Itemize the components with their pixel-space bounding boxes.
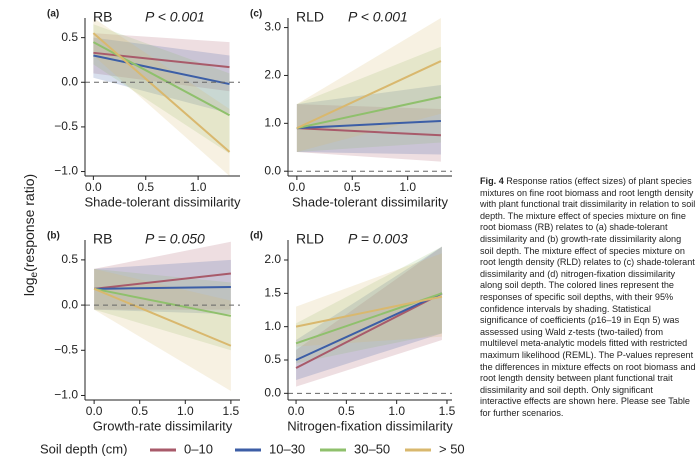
x-tick-label: 1.0 (190, 180, 207, 194)
x-tick-label: 1.5 (223, 404, 240, 418)
y-tick-label: 2.0 (264, 252, 281, 266)
series-line (296, 96, 442, 130)
caption-text: Response ratios (effect sizes) of plant … (480, 176, 696, 418)
x-axis-label: Shade-tolerant dissimilarity (84, 194, 241, 209)
x-tick-label: 0.0 (288, 404, 305, 418)
panel-label: (a) (47, 9, 59, 20)
y-label-rest: (response ratio) (21, 174, 37, 272)
response-label: RB (93, 231, 112, 247)
response-label: RLD (296, 231, 324, 247)
x-tick-label: 1.0 (177, 404, 194, 418)
series-line (295, 292, 443, 369)
series-line (93, 287, 232, 347)
confidence-band (296, 18, 441, 153)
y-label-sub: e (29, 271, 40, 277)
panel-label: (c) (250, 9, 262, 20)
y-tick-label: 0.5 (61, 252, 78, 266)
confidence-band (296, 246, 442, 364)
x-axis-label: Growth-rate dissimilarity (93, 418, 233, 433)
confidence-band (296, 246, 442, 387)
x-tick-label: 0.0 (289, 180, 306, 194)
y-tick-label: 0.0 (61, 74, 78, 88)
legend-label: 10–30 (269, 441, 305, 456)
panel-label: (d) (250, 231, 263, 242)
legend-label: > 50 (439, 441, 465, 456)
y-axis-label: loge(response ratio) (21, 174, 40, 296)
x-tick-label: 0.5 (137, 180, 154, 194)
confidence-band (296, 104, 441, 162)
caption: Fig. 4 Response ratios (effect sizes) of… (480, 176, 696, 419)
series-line (93, 54, 230, 86)
y-tick-label: −1.0 (54, 388, 78, 402)
y-tick-label: 2.0 (264, 68, 281, 82)
confidence-band (94, 268, 231, 391)
x-tick-label: 0.5 (131, 404, 148, 418)
series-line (295, 295, 443, 328)
confidence-band (296, 253, 442, 347)
response-label: RLD (296, 9, 324, 25)
x-tick-label: 1.0 (388, 404, 405, 418)
confidence-band (296, 85, 441, 155)
x-tick-label: 0.5 (344, 180, 361, 194)
y-tick-label: −1.0 (54, 164, 78, 178)
y-tick-label: 0.0 (61, 297, 78, 311)
y-tick-label: 0.5 (264, 352, 281, 366)
p-value: P = 0.050 (145, 231, 205, 247)
x-tick-label: 0.0 (85, 180, 102, 194)
series-line (296, 119, 441, 130)
legend-label: 0–10 (184, 441, 213, 456)
y-tick-label: 0.0 (264, 386, 281, 400)
series-line (92, 41, 231, 117)
x-tick-label: 1.5 (439, 404, 456, 418)
y-tick-label: 1.0 (264, 319, 281, 333)
y-tick-label: 1.0 (264, 116, 281, 130)
confidence-band (296, 246, 442, 380)
x-tick-label: 0.0 (86, 404, 103, 418)
series-line (94, 286, 231, 290)
panel-label: (b) (47, 231, 60, 242)
series-line (92, 32, 231, 153)
p-value: P = 0.003 (348, 231, 408, 247)
x-axis-label: Nitrogen-fixation dissimilarity (287, 418, 453, 433)
legend-title: Soil depth (cm) (40, 441, 127, 456)
confidence-band (94, 241, 231, 310)
y-tick-label: −0.5 (54, 342, 78, 356)
p-value: P < 0.001 (348, 9, 408, 25)
series-line (296, 60, 442, 130)
legend-label: 30–50 (354, 441, 390, 456)
y-label-base: log (21, 277, 37, 296)
p-value: P < 0.001 (145, 9, 205, 25)
confidence-band (93, 18, 230, 176)
series-line (94, 272, 231, 290)
y-tick-label: 1.5 (264, 286, 281, 300)
caption-label: Fig. 4 (480, 176, 504, 186)
y-tick-label: 0.0 (264, 163, 281, 177)
series-line (296, 127, 441, 137)
x-tick-label: 1.0 (399, 180, 416, 194)
x-axis-label: Shade-tolerant dissimilarity (292, 194, 449, 209)
y-tick-label: 0.5 (61, 30, 78, 44)
x-tick-label: 0.5 (338, 404, 355, 418)
y-tick-label: −0.5 (54, 119, 78, 133)
series-line (93, 287, 232, 317)
response-label: RB (93, 9, 112, 25)
series-line (295, 292, 443, 361)
y-tick-label: 3.0 (264, 20, 281, 34)
